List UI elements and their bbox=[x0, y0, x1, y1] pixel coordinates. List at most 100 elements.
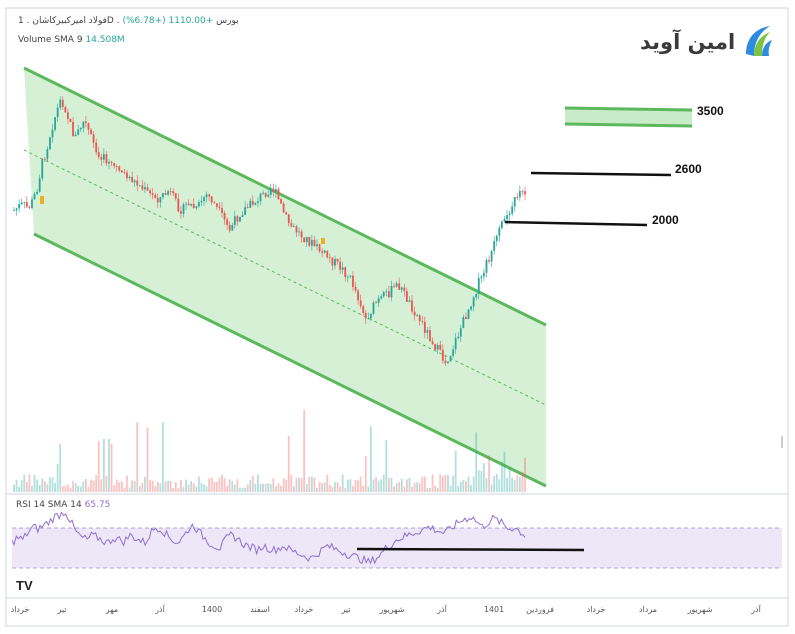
volume-bar bbox=[46, 484, 49, 492]
x-tick-label: فروردین bbox=[526, 605, 554, 614]
candle-body bbox=[298, 231, 300, 233]
volume-bar bbox=[131, 480, 134, 492]
volume-bar bbox=[218, 478, 221, 492]
interval-label[interactable]: 1D bbox=[18, 16, 114, 26]
volume-bar bbox=[15, 479, 18, 492]
candle-body bbox=[54, 117, 56, 130]
candle-body bbox=[223, 212, 226, 220]
volume-bar bbox=[169, 481, 172, 492]
candle-body bbox=[385, 291, 388, 293]
candle-body bbox=[74, 134, 77, 137]
volume-bar bbox=[138, 486, 141, 492]
candle-body bbox=[36, 191, 39, 194]
candle-body bbox=[203, 197, 205, 201]
volume-bar bbox=[508, 466, 511, 492]
candle-body bbox=[500, 221, 503, 229]
candle-body bbox=[154, 194, 157, 199]
volume-bar bbox=[172, 487, 175, 492]
candle-body bbox=[305, 237, 308, 243]
candle-body bbox=[421, 321, 424, 322]
candle-body bbox=[187, 203, 190, 206]
volume-bar bbox=[123, 487, 126, 492]
volume-bar bbox=[51, 477, 54, 492]
candle-body bbox=[128, 176, 131, 179]
volume-bar bbox=[431, 474, 434, 492]
volume-bar bbox=[413, 482, 416, 492]
candle-body bbox=[398, 283, 401, 290]
candle-body bbox=[138, 185, 141, 187]
volume-bar bbox=[18, 486, 21, 492]
candle-body bbox=[295, 226, 298, 233]
candle-body bbox=[277, 189, 280, 200]
candle-body bbox=[41, 159, 44, 179]
candle-body bbox=[359, 300, 362, 307]
candle-body bbox=[25, 202, 28, 207]
volume-bar bbox=[418, 483, 421, 492]
candle-body bbox=[120, 170, 123, 173]
volume-bar bbox=[244, 487, 247, 492]
candle-body bbox=[403, 287, 406, 292]
candle-body bbox=[51, 129, 54, 138]
marker-orange-2 bbox=[321, 238, 325, 244]
x-tick-label: آذر bbox=[155, 605, 165, 614]
volume-bar bbox=[233, 484, 236, 492]
volume-bar bbox=[210, 477, 213, 492]
candle-body bbox=[357, 290, 359, 301]
candle-body bbox=[370, 313, 372, 319]
candle-body bbox=[254, 202, 257, 205]
volume-bar bbox=[41, 478, 44, 492]
volume-bar bbox=[146, 427, 149, 492]
candle-body bbox=[331, 257, 334, 266]
volume-bar bbox=[318, 481, 321, 492]
candle-body bbox=[349, 275, 352, 277]
volume-bar bbox=[215, 481, 218, 492]
volume-bar bbox=[395, 483, 398, 492]
volume-bar bbox=[380, 479, 383, 492]
candle-body bbox=[172, 191, 175, 194]
volume-bar bbox=[23, 474, 26, 492]
x-tick-label: مهر bbox=[105, 605, 119, 614]
volume-bar bbox=[280, 485, 282, 492]
volume-bar bbox=[205, 486, 208, 492]
volume-bar bbox=[352, 486, 354, 492]
volume-bar bbox=[174, 481, 177, 492]
candle-body bbox=[431, 341, 434, 344]
chart-header: فولاد امیرکبیرکاشان . 1D . بورس +1110.00… bbox=[18, 16, 239, 26]
volume-bar bbox=[236, 479, 239, 492]
volume-bar bbox=[115, 479, 118, 492]
volume-bar bbox=[385, 440, 388, 492]
brand-wave-icon bbox=[746, 26, 772, 56]
candle-body bbox=[20, 202, 23, 205]
volume-bar bbox=[31, 485, 33, 492]
candle-body bbox=[226, 219, 229, 225]
candle-body bbox=[72, 121, 74, 137]
volume-bar bbox=[192, 483, 195, 492]
candle-body bbox=[285, 212, 288, 215]
candle-body bbox=[90, 129, 92, 135]
volume-bar bbox=[267, 483, 270, 492]
level-2000-line bbox=[504, 220, 648, 227]
candle-body bbox=[31, 199, 33, 208]
candle-body bbox=[477, 278, 480, 294]
volume-bar bbox=[524, 457, 526, 492]
volume-bar bbox=[56, 463, 59, 492]
x-tick-label: آذر bbox=[751, 605, 761, 614]
volume-bar bbox=[257, 474, 259, 492]
volume-bar bbox=[228, 479, 231, 492]
volume-bar bbox=[339, 486, 342, 492]
candle-body bbox=[33, 193, 36, 200]
volume-bar bbox=[25, 482, 28, 492]
candle-body bbox=[367, 318, 370, 320]
candle-body bbox=[321, 251, 324, 253]
candle-body bbox=[408, 300, 411, 302]
volume-bar bbox=[513, 480, 516, 492]
volume-header: Volume SMA 9 14.508M bbox=[18, 35, 125, 45]
volume-bar bbox=[77, 485, 80, 492]
candle-body bbox=[441, 349, 444, 361]
volume-bar bbox=[390, 477, 393, 492]
candle-body bbox=[13, 210, 15, 212]
candle-body bbox=[77, 129, 80, 135]
candle-body bbox=[503, 219, 506, 222]
volume-bar bbox=[449, 485, 452, 492]
